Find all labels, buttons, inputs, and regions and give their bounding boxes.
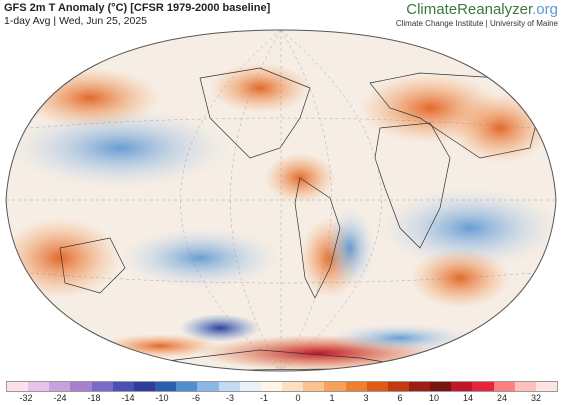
brand-name: ClimateReanalyzer (406, 1, 533, 18)
color-scale-tick-label: -10 (155, 393, 169, 403)
temperature-anomaly-map[interactable] (0, 28, 562, 373)
color-scale-tick-label: -18 (87, 393, 101, 403)
color-scale-tick-label: 3 (363, 393, 369, 403)
color-scale-segment (7, 382, 29, 391)
color-scale-segment (155, 382, 177, 391)
south-america-outline (294, 177, 341, 299)
color-scale-segment (282, 382, 304, 391)
color-scale-tick-label: 10 (428, 393, 440, 403)
color-scale-segment (70, 382, 92, 391)
map-title: GFS 2m T Anomaly (°C) [CFSR 1979-2000 ba… (4, 2, 271, 14)
africa-outline (374, 122, 451, 249)
color-scale-segment (112, 382, 134, 391)
color-scale-segment (535, 382, 558, 391)
color-scale-tick-label: 0 (295, 393, 301, 403)
color-scale-bar (6, 381, 558, 392)
institute-credit: Climate Change Institute | University of… (395, 19, 558, 28)
color-scale-segment (493, 382, 515, 391)
color-scale-segment (218, 382, 240, 391)
color-scale-tick-label: 24 (496, 393, 508, 403)
color-scale-tick-label: -14 (121, 393, 135, 403)
color-scale-segment (260, 382, 283, 391)
color-scale-segment (49, 382, 71, 391)
color-scale-segment (514, 382, 536, 391)
color-scale-tick-label: -6 (191, 393, 201, 403)
north-america-outline (199, 67, 311, 159)
color-scale-tick-label: 32 (530, 393, 542, 403)
map-subtitle: 1-day Avg | Wed, Jun 25, 2025 (4, 15, 148, 27)
color-scale-tick-label: 6 (397, 393, 403, 403)
color-scale-segment (176, 382, 198, 391)
color-scale-tick-label: -1 (259, 393, 269, 403)
color-scale-segment (345, 382, 367, 391)
color-scale-tick-label: -3 (225, 393, 235, 403)
brand-domain: .org (532, 1, 558, 18)
color-scale-segment (303, 382, 325, 391)
color-scale-ticks: -32 -24 -18 -14 -10 -6 -3 -1 0 1 3 6 10 14 24 32 (6, 393, 556, 405)
color-scale-segment (430, 382, 452, 391)
globe-border (5, 29, 557, 372)
color-scale-segment (133, 382, 156, 391)
color-scale-segment (28, 382, 50, 391)
color-scale-segment (324, 382, 346, 391)
color-scale-segment (366, 382, 388, 391)
color-scale-tick-label: -32 (19, 393, 33, 403)
color-scale-segment (197, 382, 219, 391)
eurasia-outline (369, 72, 541, 159)
color-scale-segment (387, 382, 409, 391)
color-scale-tick-label: 1 (329, 393, 335, 403)
australia-outline (59, 237, 126, 294)
color-scale-segment (472, 382, 494, 391)
color-scale-tick-label: 14 (462, 393, 474, 403)
brand-logo[interactable]: ClimateReanalyzer.org (406, 1, 558, 18)
map-globe (6, 30, 556, 371)
color-scale-segment (408, 382, 431, 391)
color-scale-segment (239, 382, 261, 391)
color-scale-segment (451, 382, 473, 391)
color-scale-tick-label: -24 (53, 393, 67, 403)
color-scale-segment (91, 382, 113, 391)
